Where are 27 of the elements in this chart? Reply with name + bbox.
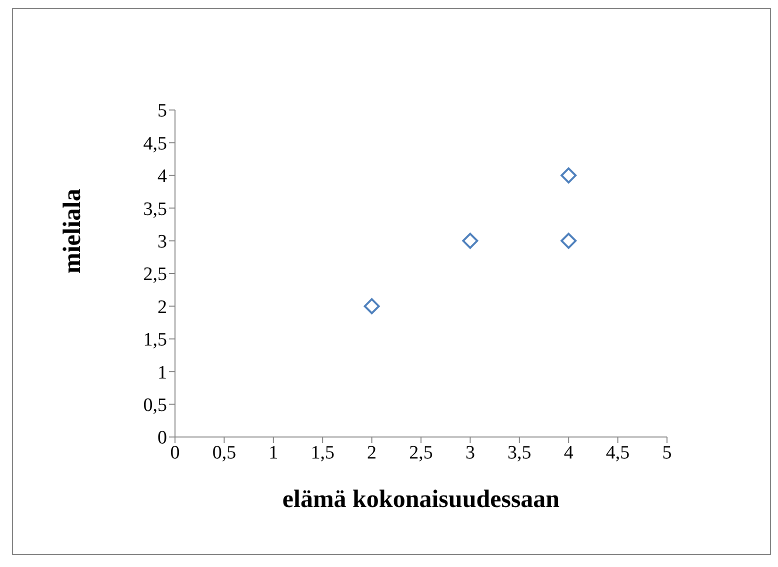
y-tick-label: 3,5 [143, 198, 167, 220]
y-tick-label: 0 [158, 428, 167, 449]
point [560, 232, 577, 249]
y-tick-label: 2,5 [143, 264, 167, 286]
y-tick-label: 4,5 [143, 133, 167, 154]
x-tick-label: 4 [564, 442, 574, 464]
y-tick-label: 0,5 [143, 395, 167, 416]
y-tick-label: 3 [158, 232, 167, 253]
y-tick-label: 2 [158, 296, 167, 318]
y-tick-label: 1,5 [143, 330, 167, 351]
y-tick-label: 5 [158, 100, 167, 122]
point [462, 232, 478, 249]
x-tick-label: 1 [268, 442, 278, 464]
x-axis-title: elämä kokonaisuudessaan [282, 486, 560, 513]
x-tick-label: 5 [662, 442, 672, 464]
y-tick-label: 1 [158, 362, 167, 384]
x-tick-label: 3,5 [508, 442, 532, 464]
x-tick-label: 4,5 [606, 442, 630, 464]
point [560, 167, 577, 184]
x-tick-label: 0,5 [212, 442, 236, 464]
y-tick-label: 4 [158, 166, 168, 188]
y-axis-title: mieliala [58, 188, 86, 274]
x-tick-label: 2 [367, 442, 377, 464]
x-tick-label: 3 [465, 442, 475, 464]
x-tick-label: 2,5 [409, 442, 433, 464]
point [364, 298, 380, 314]
x-tick-label: 1,5 [310, 442, 334, 464]
